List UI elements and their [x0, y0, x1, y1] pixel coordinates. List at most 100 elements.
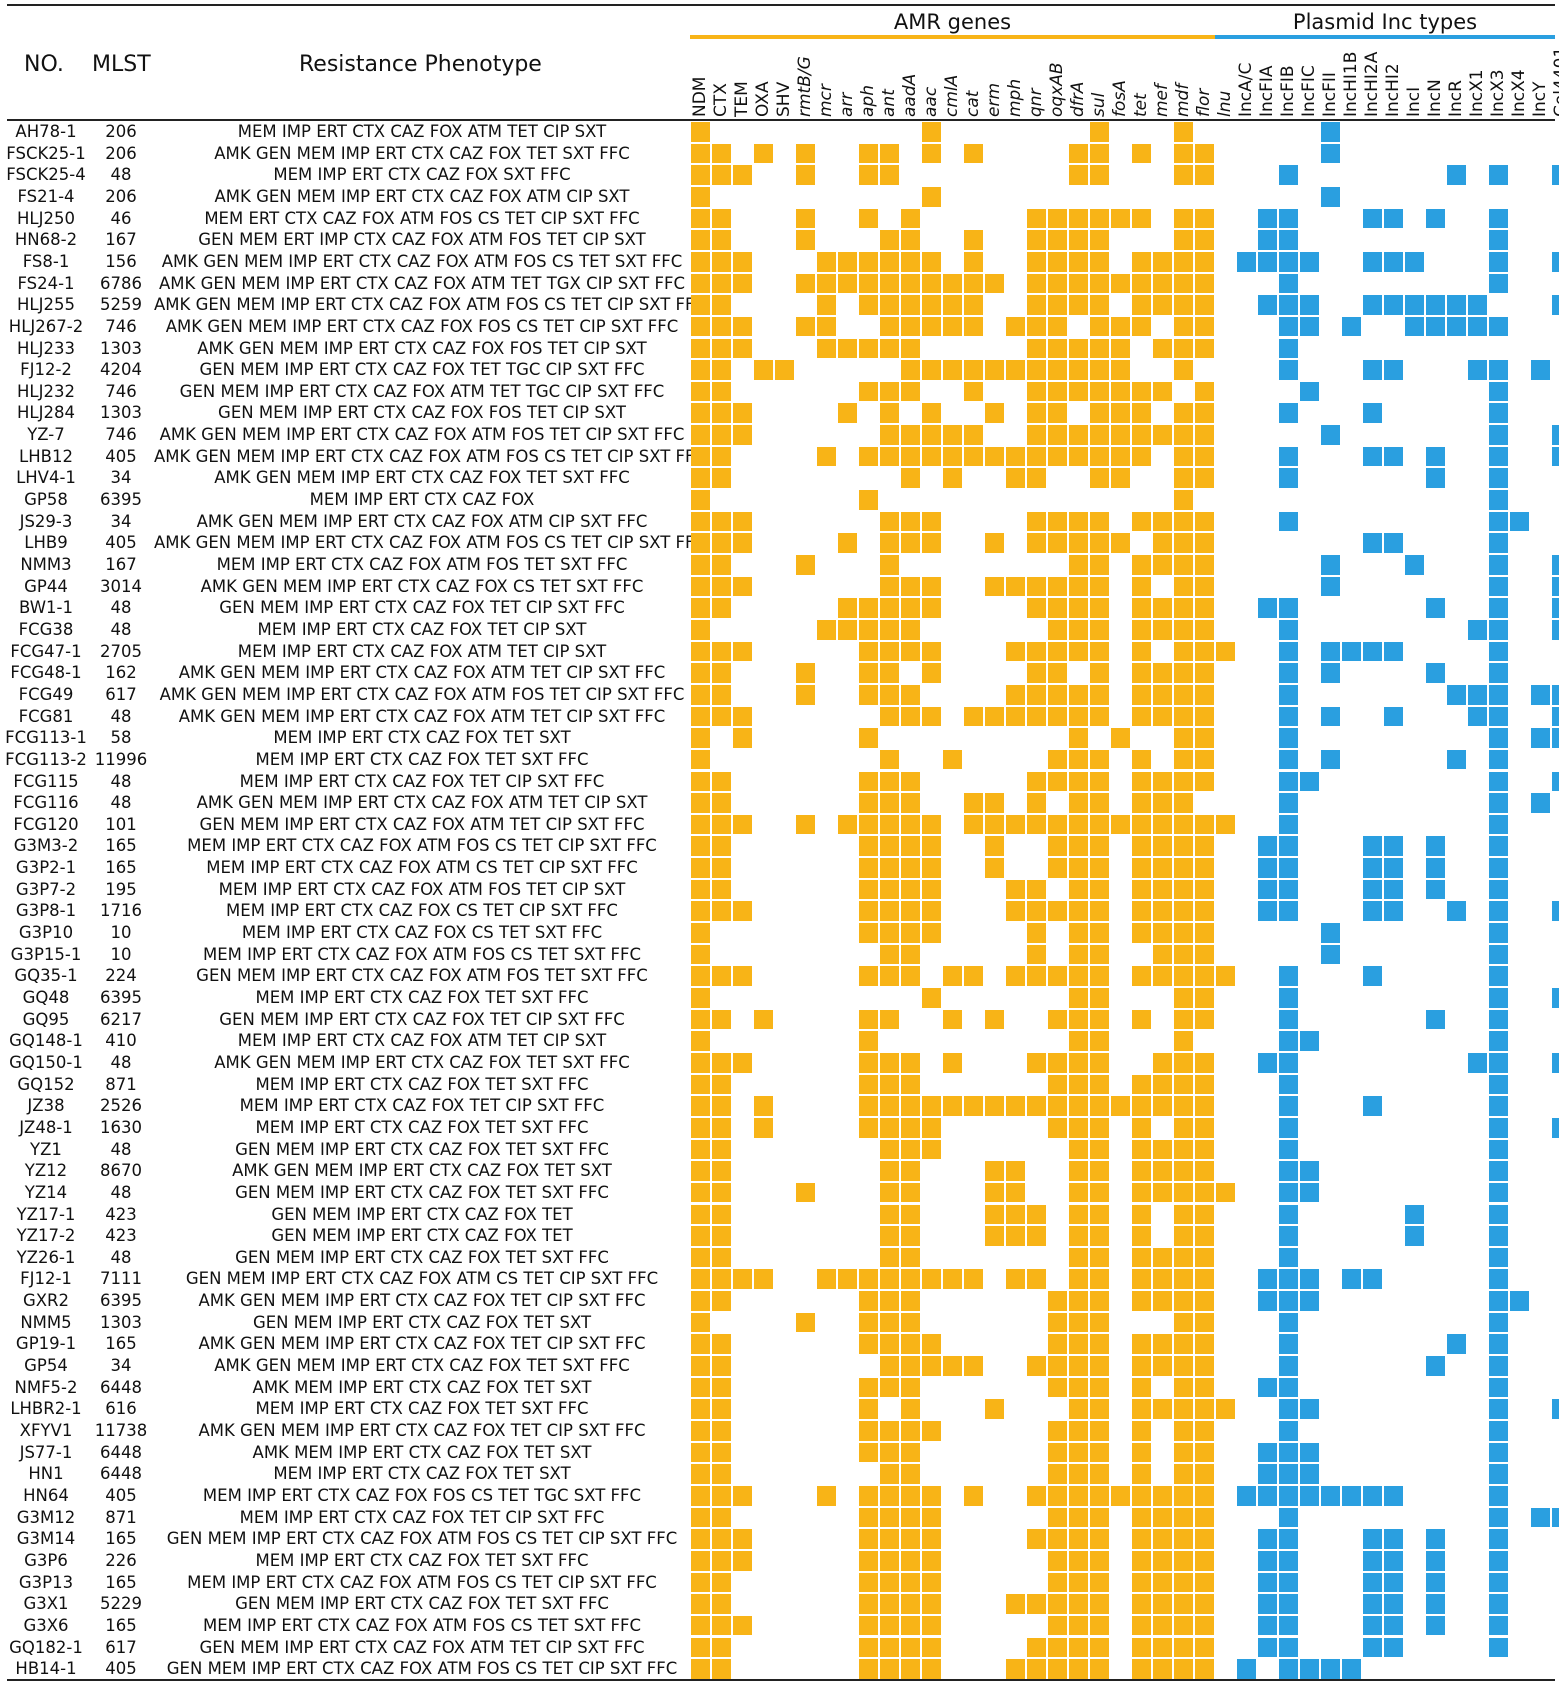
amr-cell	[901, 1615, 920, 1636]
inc-cell	[1552, 446, 1559, 467]
amr-cell	[859, 1485, 878, 1506]
row-mlst: 34	[110, 468, 132, 488]
inc-cell	[1300, 1182, 1319, 1203]
amr-gene-label-0: NDM	[690, 76, 710, 117]
amr-cell	[691, 1485, 710, 1506]
row-isolate-no: FCG120	[13, 814, 79, 834]
amr-cell	[712, 1117, 731, 1138]
inc-cell	[1552, 706, 1559, 727]
amr-cell	[1027, 901, 1046, 922]
inc-cell	[1258, 1550, 1277, 1571]
amr-cell	[880, 1139, 899, 1160]
amr-cell	[1153, 1334, 1172, 1355]
inc-cell	[1279, 988, 1298, 1008]
amr-cell	[1132, 1637, 1151, 1658]
amr-cell	[1090, 1550, 1109, 1571]
amr-cell	[1195, 1182, 1214, 1203]
amr-cell	[1174, 728, 1193, 748]
amr-cell	[880, 1421, 899, 1441]
amr-cell	[1132, 684, 1151, 705]
amr-cell	[1174, 1572, 1193, 1593]
amr-cell	[901, 295, 920, 315]
inc-cell	[1342, 1485, 1361, 1506]
inc-cell	[1426, 598, 1445, 618]
amr-cell	[1174, 619, 1193, 640]
amr-cell	[691, 295, 710, 315]
inc-cell	[1426, 446, 1445, 467]
amr-cell	[1027, 511, 1046, 532]
amr-cell	[796, 814, 815, 835]
amr-cell	[1132, 706, 1151, 727]
amr-cell	[922, 576, 941, 597]
amr-cell	[859, 771, 878, 792]
amr-cell	[1069, 966, 1088, 986]
amr-cell	[1132, 446, 1151, 467]
inc-cell	[1489, 490, 1508, 510]
amr-cell	[1069, 511, 1088, 532]
amr-cell	[901, 944, 920, 965]
amr-cell	[880, 619, 899, 640]
row-mlst: 48	[110, 793, 132, 813]
inc-cell	[1321, 749, 1340, 770]
inc-cell	[1426, 1572, 1445, 1593]
inc-cell	[1489, 511, 1508, 532]
amr-cell	[1090, 598, 1109, 618]
amr-cell	[922, 1572, 941, 1593]
row-mlst: 165	[105, 1615, 137, 1635]
row-mlst: 871	[105, 1074, 137, 1094]
row-mlst: 48	[110, 165, 132, 185]
amr-cell	[1006, 1096, 1025, 1116]
amr-cell	[817, 619, 836, 640]
amr-cell	[1048, 1074, 1067, 1095]
inc-cell	[1279, 1615, 1298, 1636]
amr-cell	[691, 641, 710, 662]
amr-cell	[712, 511, 731, 532]
inc-cell	[1489, 1572, 1508, 1593]
inc-cell	[1489, 251, 1508, 272]
inc-cell	[1321, 186, 1340, 207]
row-mlst: 48	[110, 598, 132, 618]
row-isolate-no: GP54	[24, 1356, 68, 1376]
amr-cell	[733, 1052, 752, 1073]
inc-cell	[1489, 468, 1508, 489]
amr-cell	[1132, 251, 1151, 272]
amr-cell	[901, 879, 920, 900]
amr-cell	[691, 1442, 710, 1463]
amr-cell	[880, 1637, 899, 1658]
amr-cell	[1195, 684, 1214, 705]
inc-cell	[1258, 1269, 1277, 1290]
amr-cell	[1153, 1182, 1172, 1203]
amr-cell	[1195, 749, 1214, 770]
amr-cell	[691, 1507, 710, 1528]
amr-cell	[1027, 381, 1046, 402]
amr-cell	[691, 663, 710, 683]
amr-cell	[1153, 1572, 1172, 1593]
amr-cell	[733, 1550, 752, 1571]
row-isolate-no: YZ14	[24, 1182, 68, 1202]
amr-cell	[1111, 403, 1130, 424]
amr-cell	[712, 1659, 731, 1679]
amr-cell	[859, 836, 878, 857]
amr-gene-label-14: erm	[984, 82, 1004, 117]
amr-cell	[691, 1377, 710, 1398]
amr-cell	[859, 1507, 878, 1528]
amr-cell	[733, 403, 752, 424]
amr-cell	[922, 923, 941, 943]
amr-cell	[733, 901, 752, 922]
inc-cell	[1258, 1594, 1277, 1614]
inc-cell	[1384, 1637, 1403, 1658]
amr-cell	[1027, 230, 1046, 250]
amr-cell	[880, 793, 899, 813]
amr-gene-label-9: ant	[879, 89, 899, 117]
amr-cell	[1174, 1377, 1193, 1398]
amr-cell	[1048, 706, 1067, 727]
row-phenotype: MEM IMP ERT CTX CAZ FOX SXT FFC	[273, 165, 571, 185]
amr-cell	[1174, 684, 1193, 705]
inc-cell	[1552, 598, 1559, 618]
inc-type-label-35: IncN	[1425, 79, 1445, 117]
amr-cell	[712, 273, 731, 294]
amr-cell	[691, 165, 710, 185]
amr-cell	[1048, 381, 1067, 402]
amr-cell	[1174, 1204, 1193, 1225]
amr-cell	[1027, 1637, 1046, 1658]
